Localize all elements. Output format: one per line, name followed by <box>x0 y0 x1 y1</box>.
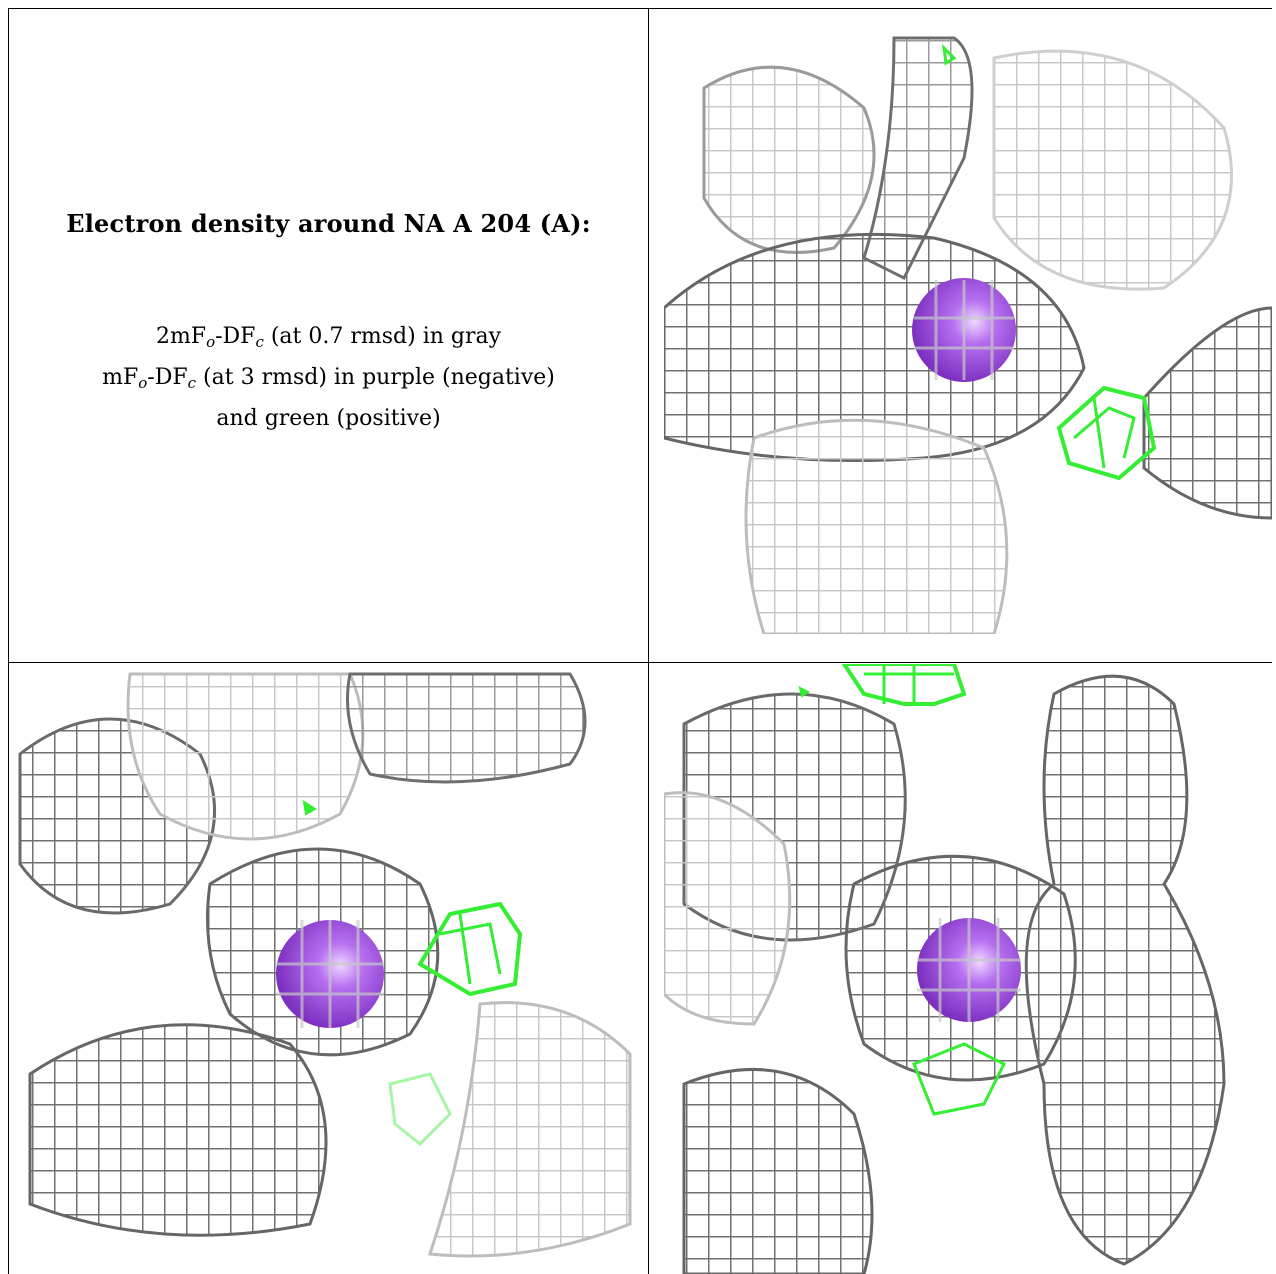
density-view-2 <box>10 664 634 1274</box>
caption-title: Electron density around NA A 204 (A): <box>66 209 591 238</box>
table-border-top <box>8 8 1272 9</box>
caption-line-1: 2mFo-DFc (at 0.7 rmsd) in gray <box>9 319 648 360</box>
caption-line-1-b: -DF <box>215 324 256 349</box>
caption-line-1-rest: (at 0.7 rmsd) in gray <box>263 324 502 349</box>
mesh-blob <box>28 1023 328 1237</box>
mesh-blob <box>664 791 792 1026</box>
caption-line-1-a: 2mF <box>155 324 207 349</box>
density-view-1 <box>664 18 1272 634</box>
mesh-blob <box>744 418 1009 634</box>
mesh-over-atom <box>914 280 1014 380</box>
mesh-blob <box>682 1067 874 1274</box>
positive-density <box>841 664 967 706</box>
table-divider-horizontal <box>8 662 1272 663</box>
caption-body: 2mFo-DFc (at 0.7 rmsd) in gray mFo-DFc (… <box>9 319 648 437</box>
density-view-3-canvas <box>664 664 1226 1274</box>
positive-density <box>417 901 523 997</box>
mesh-over-atom <box>276 920 384 1028</box>
positive-density <box>798 686 810 698</box>
positive-density <box>941 43 957 66</box>
mesh-blob <box>992 49 1233 291</box>
table-border-left <box>8 8 9 1274</box>
density-view-3 <box>664 664 1272 1274</box>
positive-density <box>439 913 502 985</box>
mesh-blob <box>1142 306 1272 520</box>
density-view-2-canvas <box>18 672 632 1258</box>
mesh-blob <box>702 65 876 254</box>
positive-density <box>912 1042 1007 1116</box>
caption-line-2-a-sub: o <box>138 374 148 392</box>
caption-line-2-b-sub: c <box>187 374 197 392</box>
positive-density <box>1073 397 1136 469</box>
mesh-blob <box>346 672 587 784</box>
caption-line-2: mFo-DFc (at 3 rmsd) in purple (negative) <box>9 360 648 401</box>
figure-table <box>8 8 1272 1274</box>
positive-density <box>864 664 954 704</box>
caption-line-1-b-sub: c <box>255 333 264 351</box>
mesh-blob <box>126 672 365 841</box>
caption-cell: Electron density around NA A 204 (A): 2m… <box>9 9 648 662</box>
density-view-1-canvas <box>664 36 1272 634</box>
mesh-blob <box>427 1001 632 1258</box>
mesh-over-atom <box>917 918 1021 1022</box>
caption-line-1-a-sub: o <box>206 333 216 351</box>
caption-line-2-rest: (at 3 rmsd) in purple (negative) <box>196 365 555 390</box>
positive-density <box>388 1072 452 1147</box>
caption-line-3: and green (positive) <box>216 406 441 431</box>
caption-line-2-a: mF <box>102 365 139 390</box>
positive-density <box>1056 385 1157 481</box>
caption-line-2-b: -DF <box>147 365 188 390</box>
positive-density <box>302 799 317 816</box>
table-divider-vertical <box>648 8 649 1274</box>
